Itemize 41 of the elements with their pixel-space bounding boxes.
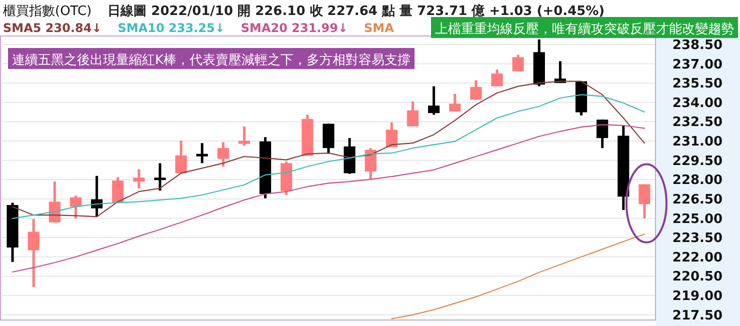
y-tick-label: 232.50	[672, 115, 723, 130]
chart-subtitle: 日線圖 2022/01/10 開 226.10 收 227.64 點 量 723.71 億 +1.03 (+0.45%)	[108, 3, 605, 19]
candlestick	[470, 78, 482, 101]
y-tick-label: 220.50	[672, 270, 723, 285]
candlestick	[48, 180, 60, 224]
candlestick	[491, 68, 503, 88]
candlestick	[70, 194, 82, 220]
candlestick	[638, 183, 650, 220]
candlestick	[512, 53, 524, 72]
candlestick	[196, 142, 208, 164]
y-tick-label: 219.00	[672, 289, 723, 304]
chart-title: 櫃買指數(OTC)	[3, 4, 92, 19]
text: SMA5 230.84↓	[3, 21, 102, 35]
y-tick-label: 235.50	[672, 76, 723, 92]
y-tick-label: 238.50	[672, 38, 723, 53]
candlestick	[406, 100, 419, 128]
line-series	[391, 234, 646, 320]
y-tick-label: 226.50	[672, 192, 723, 208]
y-tick-label: 229.50	[672, 154, 723, 169]
text: SMA10 233.25↓	[118, 21, 225, 35]
candlestick	[217, 140, 229, 168]
candlestick	[175, 140, 187, 174]
y-tick-label: 223.50	[672, 231, 723, 246]
y-tick-label: 228.00	[672, 173, 723, 188]
candlestick	[449, 92, 461, 113]
candlestick	[28, 218, 40, 288]
text: SMA20 231.99↓	[240, 21, 348, 35]
y-tick-label: 234.00	[672, 96, 723, 111]
y-tick-label: 222.00	[672, 250, 723, 266]
y-tick-label: 237.00	[672, 57, 723, 72]
annotation: 連續五黑之後出現量縮紅K棒，代表賣壓減輕之下，多方相對容易支撐	[12, 52, 411, 68]
candlestick	[238, 125, 250, 148]
text: 上檔重重均線反壓，唯有續攻突破反壓才能改變趨勢	[435, 22, 734, 37]
y-tick-label: 231.00	[672, 134, 723, 150]
candlestick	[428, 85, 440, 116]
text: SMA	[364, 21, 395, 35]
candlestick	[154, 162, 166, 192]
candlestick	[133, 168, 145, 190]
candlestick	[596, 118, 608, 150]
y-tick-label: 217.50	[672, 308, 723, 324]
y-tick-label: 225.00	[672, 212, 723, 227]
